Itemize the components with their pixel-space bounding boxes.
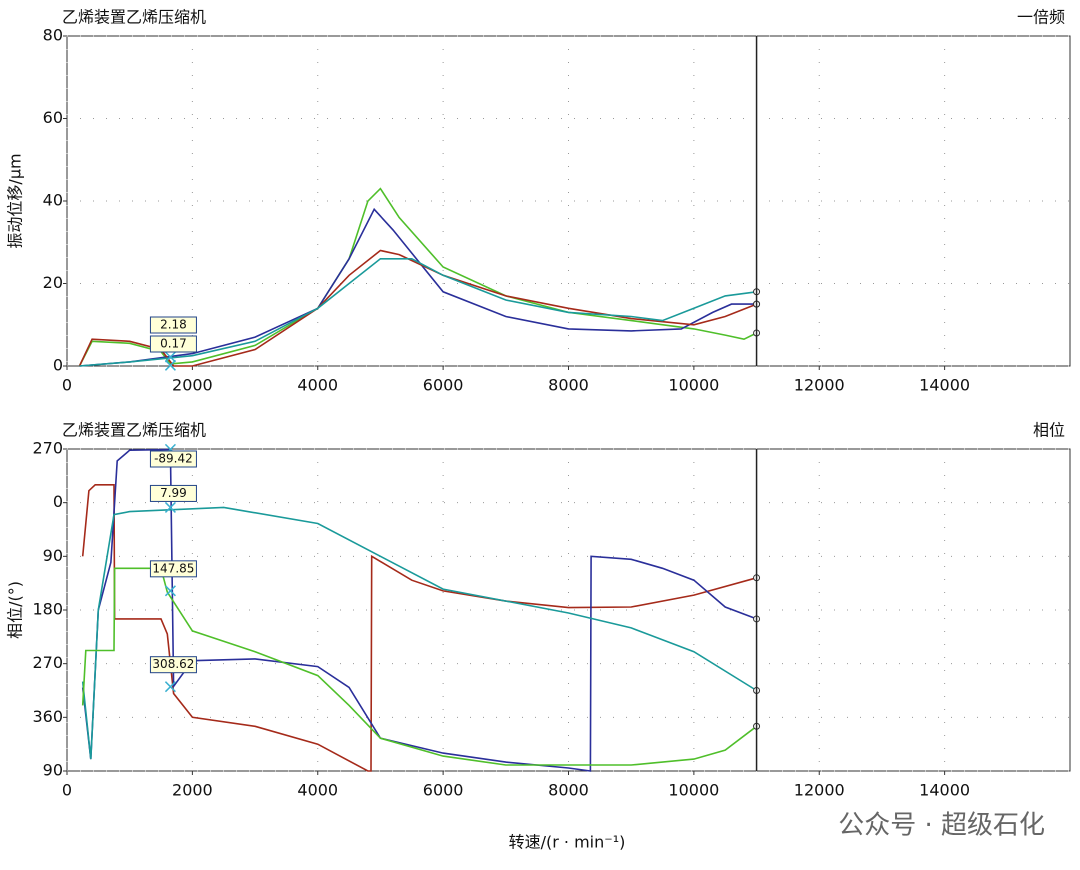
y-tick-label: 270 — [32, 653, 63, 672]
series-line — [81, 484, 757, 772]
x-tick-label: 14000 — [919, 376, 970, 395]
y-tick-label: 80 — [43, 26, 63, 45]
y-tick-label: 90 — [43, 546, 63, 565]
x-tick-label: 6000 — [423, 376, 464, 395]
annotation-marker — [164, 351, 176, 363]
y-tick-label: 40 — [43, 191, 63, 210]
x-tick-label: 0 — [62, 781, 72, 800]
annotation-label: 308.62 — [152, 657, 194, 671]
x-tick-label: 14000 — [919, 781, 970, 800]
annotation-marker — [164, 585, 176, 597]
y-tick-label: 60 — [43, 108, 63, 127]
chart-title-right: 一倍频 — [1017, 8, 1065, 27]
chart-title-right: 相位 — [1033, 421, 1065, 440]
x-tick-label: 0 — [62, 376, 72, 395]
series-line — [79, 258, 757, 367]
annotation-box — [149, 560, 197, 578]
y-tick-label: 20 — [43, 273, 63, 292]
x-tick-label: 8000 — [548, 376, 589, 395]
chart-title: 乙烯装置乙烯压缩机 — [62, 421, 206, 440]
series-line — [79, 207, 757, 367]
y-axis-label: 振动位移/μm — [6, 153, 25, 248]
series-line — [81, 448, 757, 772]
plot-area — [66, 35, 1071, 367]
annotation-box — [149, 656, 197, 674]
x-tick-label: 12000 — [794, 781, 845, 800]
x-tick-label: 6000 — [423, 781, 464, 800]
x-axis-label: 转速/(r · min⁻¹) — [509, 833, 626, 852]
annotation-marker — [164, 359, 176, 371]
y-tick-label: 90 — [43, 761, 63, 780]
x-tick-label: 10000 — [668, 376, 719, 395]
y-tick-label: 0 — [53, 492, 63, 511]
watermark: 公众号 · 超级石化 — [838, 811, 1045, 841]
y-tick-label: 180 — [32, 600, 63, 619]
x-tick-label: 4000 — [297, 376, 338, 395]
y-axis-label: 相位/(°) — [6, 581, 25, 639]
annotation-box — [149, 450, 197, 468]
annotation-label: 2.18 — [160, 318, 187, 332]
x-tick-label: 8000 — [548, 781, 589, 800]
y-tick-label: 360 — [32, 707, 63, 726]
annotation-box — [149, 316, 197, 334]
series-line — [81, 506, 758, 760]
x-tick-label: 10000 — [668, 781, 719, 800]
x-tick-label: 4000 — [297, 781, 338, 800]
chart-title: 乙烯装置乙烯压缩机 — [62, 8, 206, 27]
x-tick-label: 2000 — [172, 781, 213, 800]
annotation-label: 147.85 — [152, 561, 194, 575]
series-line — [81, 567, 758, 766]
y-tick-label: 270 — [32, 439, 63, 458]
y-tick-label: 0 — [53, 356, 63, 375]
x-tick-label: 2000 — [172, 376, 213, 395]
annotation-box — [149, 484, 197, 502]
annotation-marker — [164, 501, 176, 513]
annotation-box — [149, 335, 197, 353]
x-tick-label: 12000 — [794, 376, 845, 395]
plot-area — [66, 448, 1071, 772]
annotation-label: -89.42 — [154, 452, 193, 466]
annotation-label: 0.17 — [160, 337, 187, 351]
annotation-marker — [164, 681, 176, 693]
annotation-label: 7.99 — [160, 486, 187, 500]
